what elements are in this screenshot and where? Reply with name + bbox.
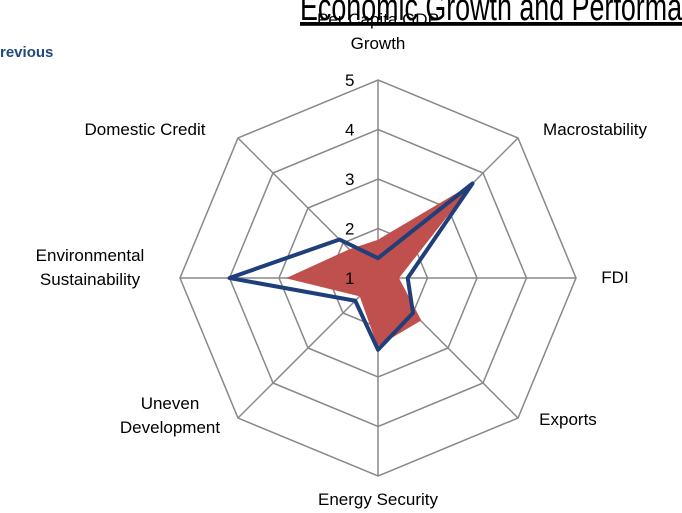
axis-label: Uneven Development bbox=[119, 394, 221, 437]
chart-title: Economic Growth and Performa bbox=[300, 0, 682, 29]
axis-label: Exports bbox=[539, 410, 597, 429]
axis-label: FDI bbox=[601, 268, 629, 287]
axis-label: Per Capita GDP Growth bbox=[317, 10, 439, 53]
axis-label: Environmental Sustainability bbox=[35, 246, 145, 289]
legend-entry: revious bbox=[0, 44, 54, 61]
r-tick-label: 2 bbox=[345, 220, 354, 239]
r-tick-label: 1 bbox=[345, 269, 354, 288]
r-tick-label: 4 bbox=[345, 121, 354, 140]
r-tick-label: 3 bbox=[345, 170, 354, 189]
series-line bbox=[227, 181, 475, 352]
series-area bbox=[285, 186, 470, 347]
axis-label: Energy Security bbox=[318, 490, 438, 509]
r-tick-label: 5 bbox=[345, 71, 354, 90]
axis-label: Domestic Credit bbox=[84, 120, 206, 139]
axis-label: Macrostability bbox=[543, 120, 647, 139]
